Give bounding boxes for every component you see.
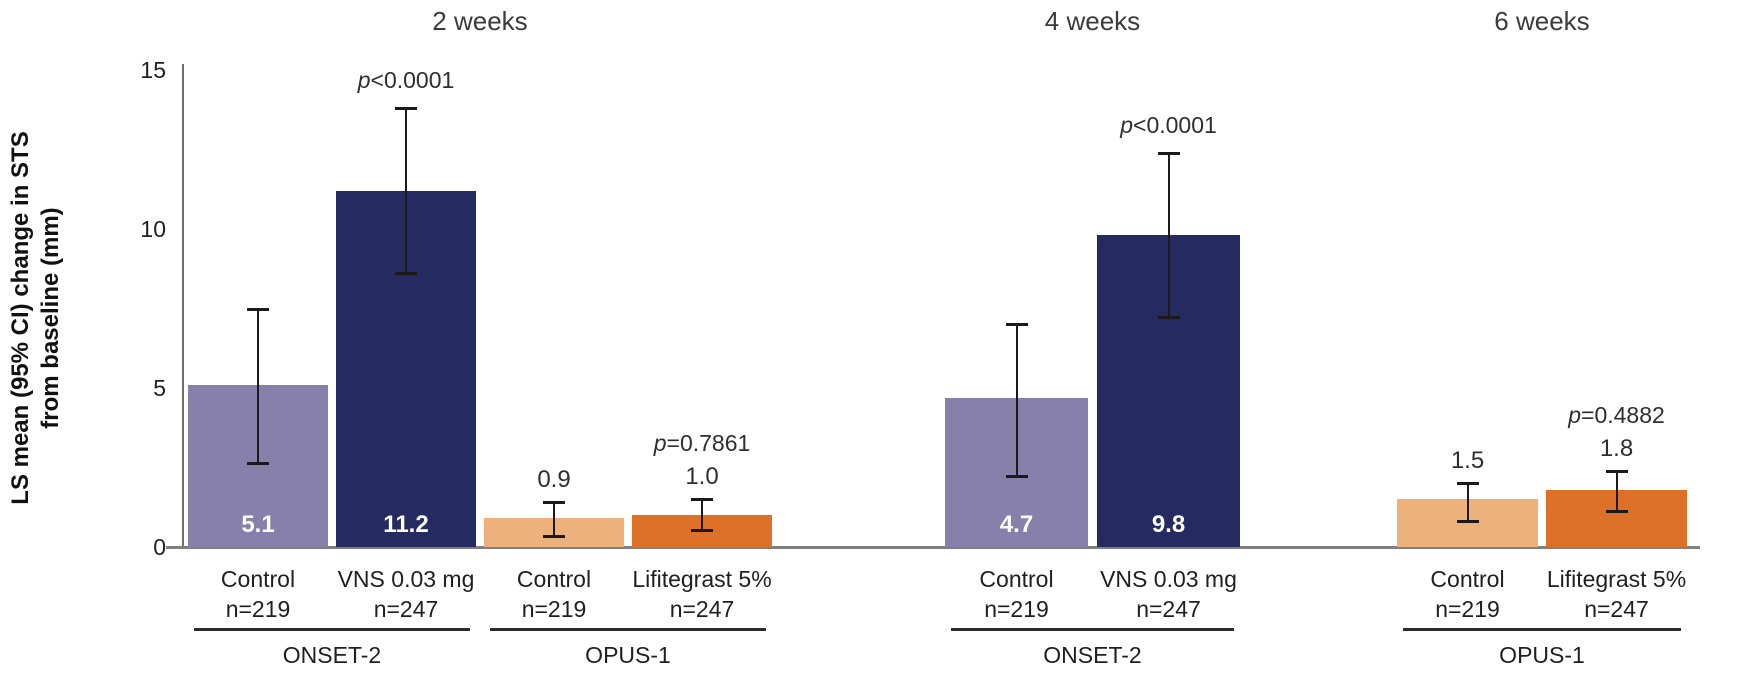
arm-name: Control bbox=[1430, 566, 1505, 592]
error-bar-cap-top bbox=[247, 307, 269, 311]
arm-name: Lifitegrast 5% bbox=[632, 566, 772, 592]
p-value-label: p<0.0001 bbox=[357, 67, 455, 94]
error-bar-line bbox=[1466, 483, 1469, 522]
arm-label: Control n=219 bbox=[877, 564, 1157, 624]
arm-n-count: n=247 bbox=[1584, 596, 1649, 622]
arm-name: Control bbox=[516, 566, 592, 592]
error-bar-cap-bottom bbox=[1456, 519, 1479, 523]
time-group-header: 6 weeks bbox=[1494, 6, 1590, 36]
arm-n-count: n=247 bbox=[669, 596, 735, 622]
error-bar-cap-bottom bbox=[1605, 510, 1628, 514]
bar-value-label: 9.8 bbox=[1151, 511, 1186, 538]
y-tick-label-0: 0 bbox=[153, 534, 166, 560]
error-bar-cap-top bbox=[543, 501, 565, 505]
arm-n-count: n=219 bbox=[984, 596, 1049, 622]
error-bar-cap-bottom bbox=[395, 271, 417, 275]
arm-n-count: n=219 bbox=[521, 596, 587, 622]
error-bar-line bbox=[1167, 152, 1170, 319]
error-bar-line bbox=[405, 108, 407, 274]
arm-label: Lifitegrast 5% n=247 bbox=[1477, 564, 1757, 624]
error-bar-line bbox=[1615, 470, 1618, 512]
error-bar-cap-bottom bbox=[1005, 475, 1028, 479]
arm-label: Lifitegrast 5% n=247 bbox=[562, 564, 842, 624]
arm-name: Lifitegrast 5% bbox=[1546, 566, 1687, 592]
bar-value-label: 1.0 bbox=[685, 463, 719, 491]
p-value-label: p=0.4882 bbox=[1568, 401, 1665, 428]
arm-label: Control n=219 bbox=[414, 564, 694, 624]
arm-label: Control n=219 bbox=[1328, 564, 1608, 624]
bar-value-label: 5.1 bbox=[241, 511, 275, 538]
error-bar-line bbox=[257, 308, 259, 465]
bar-value-label: 4.7 bbox=[999, 511, 1034, 538]
study-label: OPUS-1 bbox=[585, 642, 671, 668]
p-value-label: p<0.0001 bbox=[1120, 111, 1217, 138]
error-bar-cap-bottom bbox=[1157, 316, 1180, 320]
x-axis-baseline bbox=[166, 546, 1700, 549]
error-bar-cap-bottom bbox=[543, 535, 565, 539]
arm-name: VNS 0.03 mg bbox=[337, 566, 475, 592]
arm-n-count: n=247 bbox=[373, 596, 439, 622]
time-group-header: 4 weeks bbox=[1044, 6, 1141, 36]
error-bar-cap-top bbox=[1157, 151, 1180, 155]
y-tick-label-5: 5 bbox=[153, 375, 166, 401]
error-bar-cap-bottom bbox=[247, 462, 269, 466]
bar-value-label: 11.2 bbox=[383, 511, 429, 538]
error-bar-line bbox=[1015, 324, 1018, 478]
error-bar-cap-top bbox=[1005, 323, 1028, 327]
arm-n-count: n=219 bbox=[1435, 596, 1500, 622]
p-value-label: p=0.7861 bbox=[653, 430, 751, 457]
error-bar-line bbox=[553, 502, 555, 538]
bar-value-label: 1.5 bbox=[1450, 447, 1485, 475]
bar-value-label: 1.8 bbox=[1599, 434, 1634, 462]
y-tick-label-15: 15 bbox=[140, 57, 166, 83]
arm-label: Control n=219 bbox=[118, 564, 398, 624]
arm-label: VNS 0.03 mg n=247 bbox=[266, 564, 546, 624]
study-underline bbox=[1403, 628, 1681, 631]
study-label: ONSET-2 bbox=[1043, 642, 1142, 668]
error-bar-line bbox=[701, 499, 703, 532]
arm-name: Control bbox=[220, 566, 296, 592]
error-bar-cap-top bbox=[1605, 469, 1628, 473]
y-axis-line bbox=[182, 64, 184, 547]
error-bar-cap-top bbox=[395, 107, 417, 111]
study-label: OPUS-1 bbox=[1499, 642, 1585, 668]
arm-name: Control bbox=[979, 566, 1054, 592]
arm-n-count: n=219 bbox=[225, 596, 291, 622]
y-tick-label-10: 10 bbox=[140, 216, 166, 242]
time-group-header: 2 weeks bbox=[432, 6, 528, 36]
arm-label: VNS 0.03 mg n=247 bbox=[1029, 564, 1309, 624]
study-underline bbox=[490, 628, 766, 631]
bar-value-label: 0.9 bbox=[537, 466, 571, 494]
error-bar-cap-top bbox=[691, 498, 713, 502]
error-bar-cap-top bbox=[1456, 482, 1479, 486]
study-underline bbox=[951, 628, 1234, 631]
arm-n-count: n=247 bbox=[1136, 596, 1201, 622]
error-bar-cap-bottom bbox=[691, 529, 713, 533]
study-underline bbox=[194, 628, 470, 631]
study-label: ONSET-2 bbox=[282, 642, 382, 668]
arm-name: VNS 0.03 mg bbox=[1100, 566, 1237, 592]
